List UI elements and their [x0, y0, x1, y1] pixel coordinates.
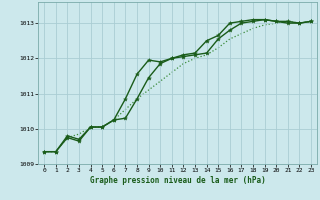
X-axis label: Graphe pression niveau de la mer (hPa): Graphe pression niveau de la mer (hPa) — [90, 176, 266, 185]
